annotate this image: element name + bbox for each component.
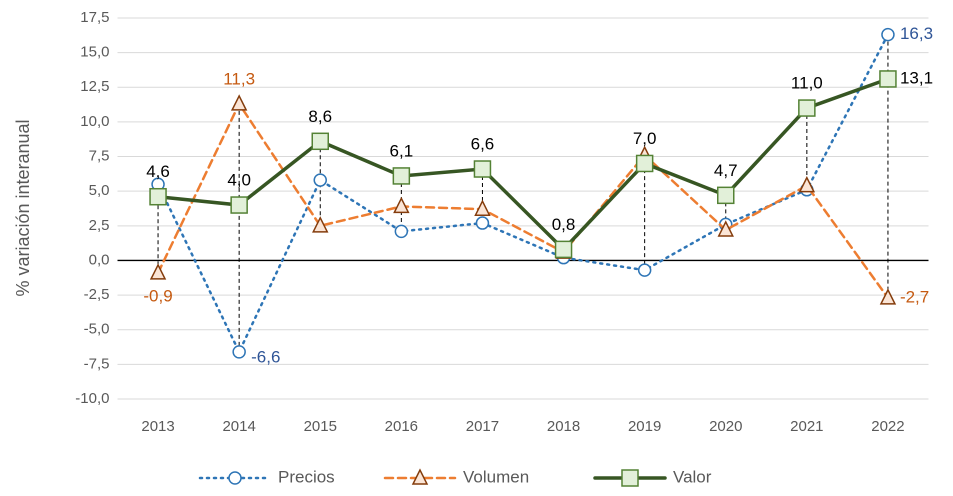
y-tick-label: -10,0: [75, 390, 109, 407]
series: [149, 70, 897, 259]
x-tick-label: 2013: [141, 418, 174, 435]
series: [151, 27, 895, 359]
x-tick-label: 2016: [385, 418, 418, 435]
point: [232, 345, 246, 359]
point: [394, 224, 409, 239]
point: [798, 99, 816, 117]
point: [311, 132, 329, 151]
y-tick-label: 15,0: [80, 44, 109, 61]
point: [635, 154, 654, 173]
point: [717, 220, 734, 237]
data-label: 8,6: [308, 107, 332, 126]
data-label: 11,3: [223, 69, 255, 88]
point: [717, 186, 735, 205]
y-tick-label: 12,5: [80, 78, 109, 95]
data-label: 11,0: [791, 74, 823, 93]
data-label: 16,3: [900, 24, 933, 43]
point: [637, 263, 652, 277]
y-tick-label: 2,5: [89, 217, 110, 234]
x-tick-label: 2019: [628, 418, 661, 435]
data-label: 7,0: [633, 129, 657, 148]
data-label: -0,9: [143, 286, 172, 305]
data-label: 6,1: [390, 141, 414, 160]
legend: Precios Volumen Valor: [198, 467, 712, 487]
y-tick-label: 17,5: [80, 9, 109, 26]
x-tick-label: 2018: [547, 418, 580, 435]
series-line: [156, 77, 890, 252]
point: [230, 94, 248, 111]
legend-label: Precios: [278, 467, 335, 486]
point: [554, 240, 573, 259]
point: [149, 263, 167, 280]
y-axis-label: % variación interanual: [13, 119, 33, 296]
data-label: -2,7: [900, 287, 929, 306]
y-tick-label: -2,5: [84, 286, 110, 303]
y-tick-label: 5,0: [89, 182, 110, 199]
data-label: 4,0: [227, 171, 251, 190]
x-tick-label: 2020: [709, 418, 742, 435]
point: [879, 288, 897, 305]
point: [879, 70, 897, 88]
point: [313, 173, 327, 187]
y-tick-label: -7,5: [84, 355, 110, 372]
legend-marker: [228, 471, 242, 485]
x-tick-label: 2022: [871, 418, 904, 435]
point: [392, 167, 411, 185]
legend-marker: [411, 468, 429, 485]
data-label: 0,8: [552, 215, 576, 234]
data-label: 4,7: [714, 161, 738, 180]
y-tick-label: 0,0: [89, 251, 110, 268]
point: [475, 216, 490, 230]
series-line: [156, 33, 890, 355]
x-tick-label: 2014: [222, 418, 255, 435]
point: [230, 196, 248, 214]
x-tick-label: 2021: [790, 418, 823, 435]
legend-marker: [621, 469, 639, 487]
y-tick-label: 7,5: [89, 148, 110, 165]
point: [473, 160, 492, 178]
data-label: 4,6: [146, 162, 170, 181]
point: [474, 199, 491, 216]
x-tick-label: 2017: [466, 418, 499, 435]
y-tick-label: 10,0: [80, 113, 109, 130]
series-line: [156, 101, 890, 300]
data-label: 13,1: [900, 68, 933, 87]
point: [881, 27, 895, 42]
y-tick-label: -5,0: [84, 321, 110, 338]
x-tick-label: 2015: [304, 418, 337, 435]
series: [149, 94, 897, 305]
data-label: -6,6: [251, 347, 280, 366]
data-label: 6,6: [471, 134, 495, 153]
point: [798, 175, 816, 193]
legend-label: Valor: [673, 467, 712, 486]
legend-label: Volumen: [463, 467, 529, 486]
point: [149, 187, 167, 206]
point: [393, 196, 410, 214]
point: [312, 216, 329, 233]
